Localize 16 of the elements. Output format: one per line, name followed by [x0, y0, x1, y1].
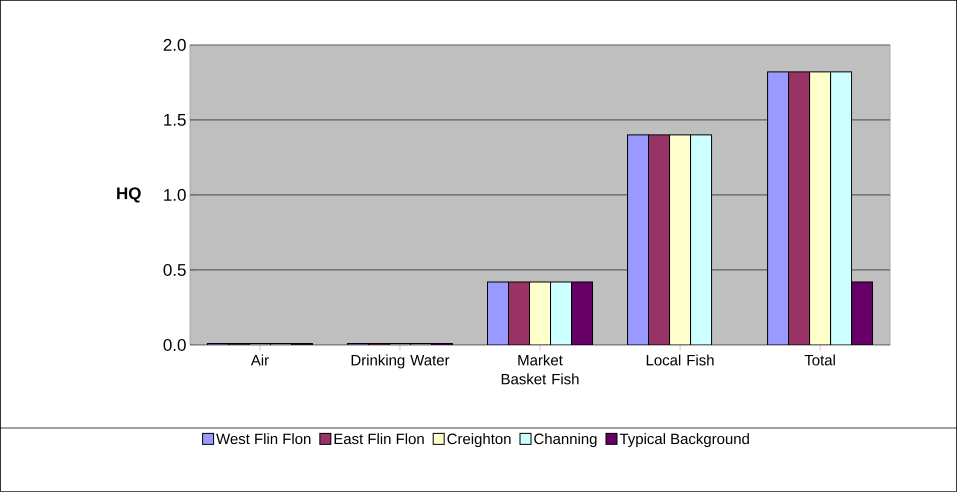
x-tick-label: Total: [804, 354, 835, 366]
legend-label: Creighton: [447, 433, 511, 448]
x-tick-label: Air: [250, 354, 269, 366]
x-tick-label: Market Basket Fish: [502, 354, 579, 384]
legend-label: West Flin Flon: [216, 433, 310, 444]
legend-label: East Flin Flon: [334, 433, 424, 444]
y-tick-label: 2.0: [164, 38, 186, 51]
legend-label: Typical Background: [620, 433, 749, 448]
y-tick-label: 1.0: [164, 188, 186, 201]
y-tick-label: 0.5: [164, 264, 186, 276]
x-tick-label: Local Fish: [646, 354, 714, 366]
y-tick-label: 0.0: [164, 339, 186, 352]
legend-label: Channing: [534, 433, 596, 448]
x-tick-label: Drinking Water: [352, 354, 450, 368]
y-axis-title: HQ: [117, 187, 141, 203]
y-tick-label: 1.5: [164, 114, 186, 126]
